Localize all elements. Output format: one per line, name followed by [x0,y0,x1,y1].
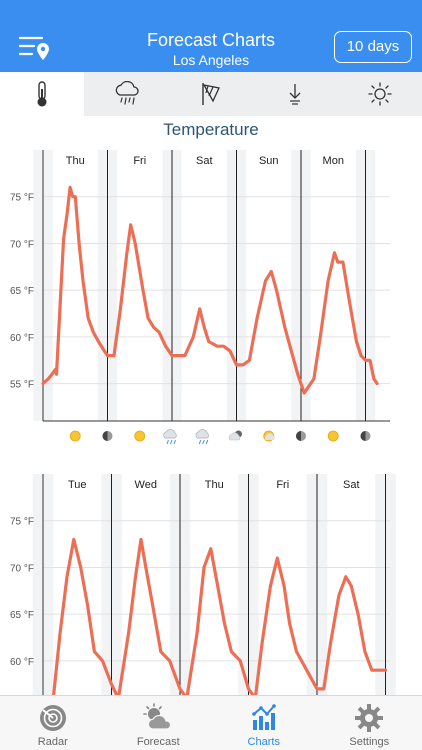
pressure-arrow-icon [289,84,301,105]
temperature-line [52,537,388,695]
tab-pressure[interactable] [253,72,337,116]
tab-temperature[interactable] [0,72,85,116]
bottom-nav-bar: Radar Forecast Char [0,695,422,750]
y-tick-label: 55 °F [10,380,34,391]
range-10-days-button[interactable]: 10 days [334,31,412,63]
location-menu-button[interactable] [18,32,52,62]
day-label: Fri [276,479,289,491]
day-label: Thu [205,479,224,491]
temperature-line [41,185,379,395]
radar-icon [39,705,66,731]
y-tick-label: 75 °F [10,517,34,528]
tab-precipitation[interactable] [84,72,168,116]
day-label: Wed [135,479,157,491]
y-tick-label: 70 °F [10,563,34,574]
windsock-icon [202,83,220,105]
forecast-icon [143,703,172,730]
partly-sunny-icon [263,430,275,442]
rain-cloud-icon [115,81,139,105]
night-cloud-icon [228,430,242,441]
day-label: Sun [259,155,279,167]
header-title-block: Forecast Charts Los Angeles [90,30,332,69]
list-location-icon [18,36,49,60]
day-label: Thu [66,155,85,167]
y-tick-label: 65 °F [10,610,34,621]
y-tick-label: 75 °F [10,193,34,204]
day-label: Sat [343,479,360,491]
sunny-icon [69,430,81,442]
sun-icon [368,82,392,106]
sunny-icon [134,430,146,442]
day-label: Tue [68,479,87,491]
app-header: Forecast Charts Los Angeles 10 days [0,0,422,72]
moon-icon [360,431,371,441]
chart-type-tabs [0,72,422,116]
nav-forecast[interactable]: Forecast [106,696,212,750]
charts-icon [251,704,276,730]
temperature-chart[interactable]: 75 °F 70 °F 65 °F 60 °F 55 °F Thu Fri Sat Sun Mon… [0,140,422,695]
rain-icon [163,429,177,445]
day-label: Sat [196,155,213,167]
tab-wind[interactable] [169,72,253,116]
snow-rain-icon [195,429,209,445]
gear-icon [355,704,384,732]
location-name: Los Angeles [172,52,250,68]
moon-icon [296,431,306,441]
tab-uv[interactable] [338,72,422,116]
page-title: Forecast Charts [146,30,276,50]
nav-radar[interactable]: Radar [0,696,106,750]
sunny-icon [327,430,339,442]
nav-settings[interactable]: Settings [317,696,422,750]
y-tick-label: 60 °F [10,657,34,668]
day-label: Fri [133,155,146,167]
day-label: Mon [323,155,344,167]
chart-section-title: Temperature [163,120,259,139]
y-tick-label: 70 °F [10,239,34,250]
thermometer-icon [37,81,47,107]
nav-forecast-label: Forecast [136,736,180,748]
y-tick-label: 65 °F [10,286,34,297]
nav-radar-label: Radar [37,736,68,748]
nav-settings-label: Settings [349,736,390,748]
nav-charts-label: Charts [247,736,280,748]
nav-charts[interactable]: Charts [211,696,317,750]
moon-icon [102,431,113,441]
y-tick-label: 60 °F [10,333,34,344]
